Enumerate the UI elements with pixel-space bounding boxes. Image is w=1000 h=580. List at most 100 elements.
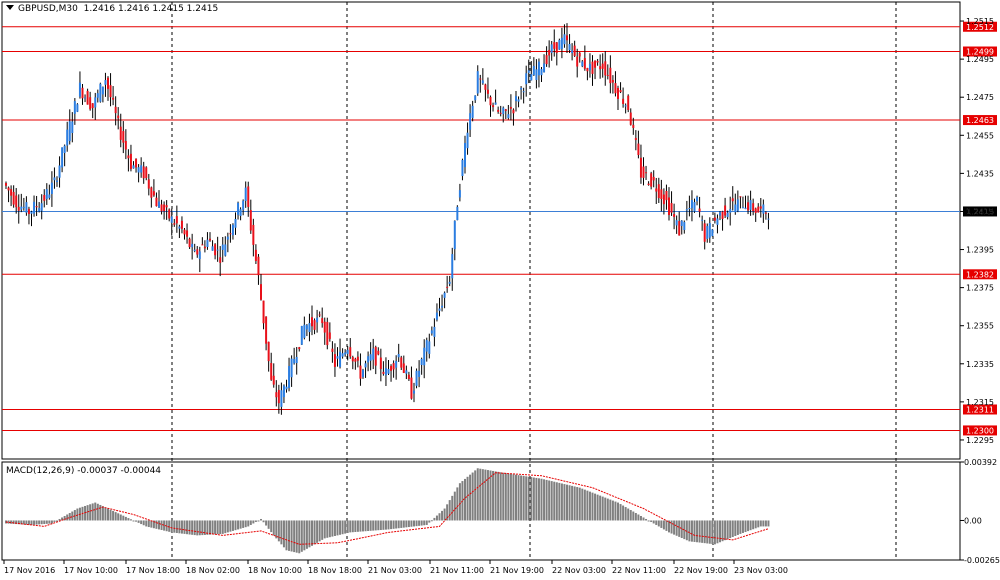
macd-bar — [260, 518, 262, 521]
candle-body — [713, 217, 716, 221]
macd-bar — [481, 469, 484, 521]
macd-bar — [453, 491, 456, 521]
candle-body — [435, 312, 438, 320]
candle-body — [53, 177, 56, 181]
macd-bar — [665, 520, 668, 531]
time-tick-label: 17 Nov 2016 — [4, 566, 55, 575]
candle-body — [155, 197, 158, 207]
horizontal-levels[interactable]: 1.2512 1.2499 1.2463 1.2382 1.2311 1.2300 1.24… — [2, 21, 997, 436]
candle-body — [66, 129, 69, 146]
candle-body — [142, 166, 145, 179]
macd-bar — [254, 520, 257, 522]
macd-bar — [262, 520, 265, 523]
candle-body — [30, 211, 33, 214]
macd-bar — [285, 520, 288, 551]
macd-bar — [7, 520, 10, 524]
candle-body — [708, 223, 711, 238]
candle-body — [272, 375, 275, 385]
candle-body — [186, 230, 189, 237]
macd-panel — [5, 468, 770, 554]
candle-body — [180, 220, 183, 229]
candle-body — [333, 354, 336, 367]
candle-body — [81, 87, 84, 99]
candle-body — [464, 142, 466, 168]
candle-body — [94, 97, 97, 108]
macd-bar — [341, 520, 344, 535]
macd-bar — [688, 520, 691, 542]
macd-bar — [619, 504, 622, 521]
candle-body — [423, 347, 426, 366]
macd-bar — [647, 520, 650, 522]
macd-bar — [657, 520, 660, 527]
macd-bar — [744, 520, 747, 533]
candle-body — [305, 325, 308, 330]
macd-bar — [109, 509, 112, 521]
price-tick-label: 1.2415 — [966, 207, 994, 216]
candle-body — [124, 140, 127, 150]
macd-bar — [318, 520, 321, 542]
macd-bar — [104, 507, 107, 521]
level-tag-label: 1.2463 — [966, 116, 994, 125]
level-tag — [963, 115, 997, 126]
candle-body — [609, 67, 612, 84]
macd-bar — [101, 506, 104, 521]
macd-bar — [512, 474, 515, 521]
macd-bar — [58, 518, 61, 521]
macd-bar — [158, 520, 160, 530]
macd-bar — [326, 520, 329, 538]
macd-bar — [61, 517, 64, 521]
macd-bar — [767, 520, 770, 527]
macd-bar — [606, 498, 609, 521]
macd-bar — [474, 470, 477, 521]
candle-body — [489, 96, 492, 106]
macd-bar — [525, 476, 528, 521]
macd-bar — [553, 481, 556, 521]
candle-body — [407, 374, 410, 380]
candle-body — [474, 95, 477, 101]
candle-body — [614, 83, 617, 94]
macd-bar — [642, 517, 645, 521]
candle-body — [512, 109, 515, 114]
candle-body — [211, 246, 214, 251]
macd-bar — [484, 469, 487, 521]
candle-body — [522, 91, 525, 93]
macd-tick-label: 0.00 — [964, 516, 982, 525]
macd-bar — [471, 472, 474, 521]
candle-body — [78, 82, 81, 97]
macd-bar — [435, 515, 438, 521]
candle-body — [15, 195, 18, 208]
candle-body — [413, 390, 415, 394]
candle-body — [150, 187, 153, 198]
macd-bar — [736, 520, 739, 535]
candle-body — [397, 354, 400, 358]
macd-bar — [486, 470, 489, 521]
candle-body — [573, 45, 576, 56]
chevron-down-icon[interactable] — [6, 5, 14, 10]
candle-body — [107, 77, 109, 89]
macd-bar — [721, 520, 724, 542]
macd-values: -0.00037 -0.00044 — [77, 466, 162, 476]
macd-header: MACD(12,26,9) -0.00037 -0.00044 — [6, 466, 161, 476]
candle-body — [731, 198, 734, 202]
time-tick-label: 17 Nov 18:00 — [126, 566, 180, 575]
macd-bar — [581, 488, 584, 521]
macd-bar — [400, 520, 403, 528]
candle-body — [438, 308, 441, 311]
macd-bar — [328, 520, 331, 538]
candle-body — [61, 147, 64, 168]
macd-bar — [706, 520, 709, 544]
level-tag — [963, 269, 997, 280]
macd-bar — [395, 520, 398, 529]
level-tag-label: 1.2382 — [966, 270, 994, 279]
candle-body — [20, 206, 23, 210]
macd-bar — [545, 479, 548, 521]
price-tick-label: 1.2335 — [966, 360, 994, 369]
level-tag — [963, 46, 997, 57]
macd-bar — [693, 520, 696, 542]
candle-body — [752, 203, 755, 212]
macd-bar — [351, 520, 354, 533]
candle-body — [308, 323, 311, 333]
macd-bar — [114, 512, 117, 521]
level-tag-label: 1.2311 — [966, 405, 994, 414]
candle-body — [530, 74, 533, 81]
